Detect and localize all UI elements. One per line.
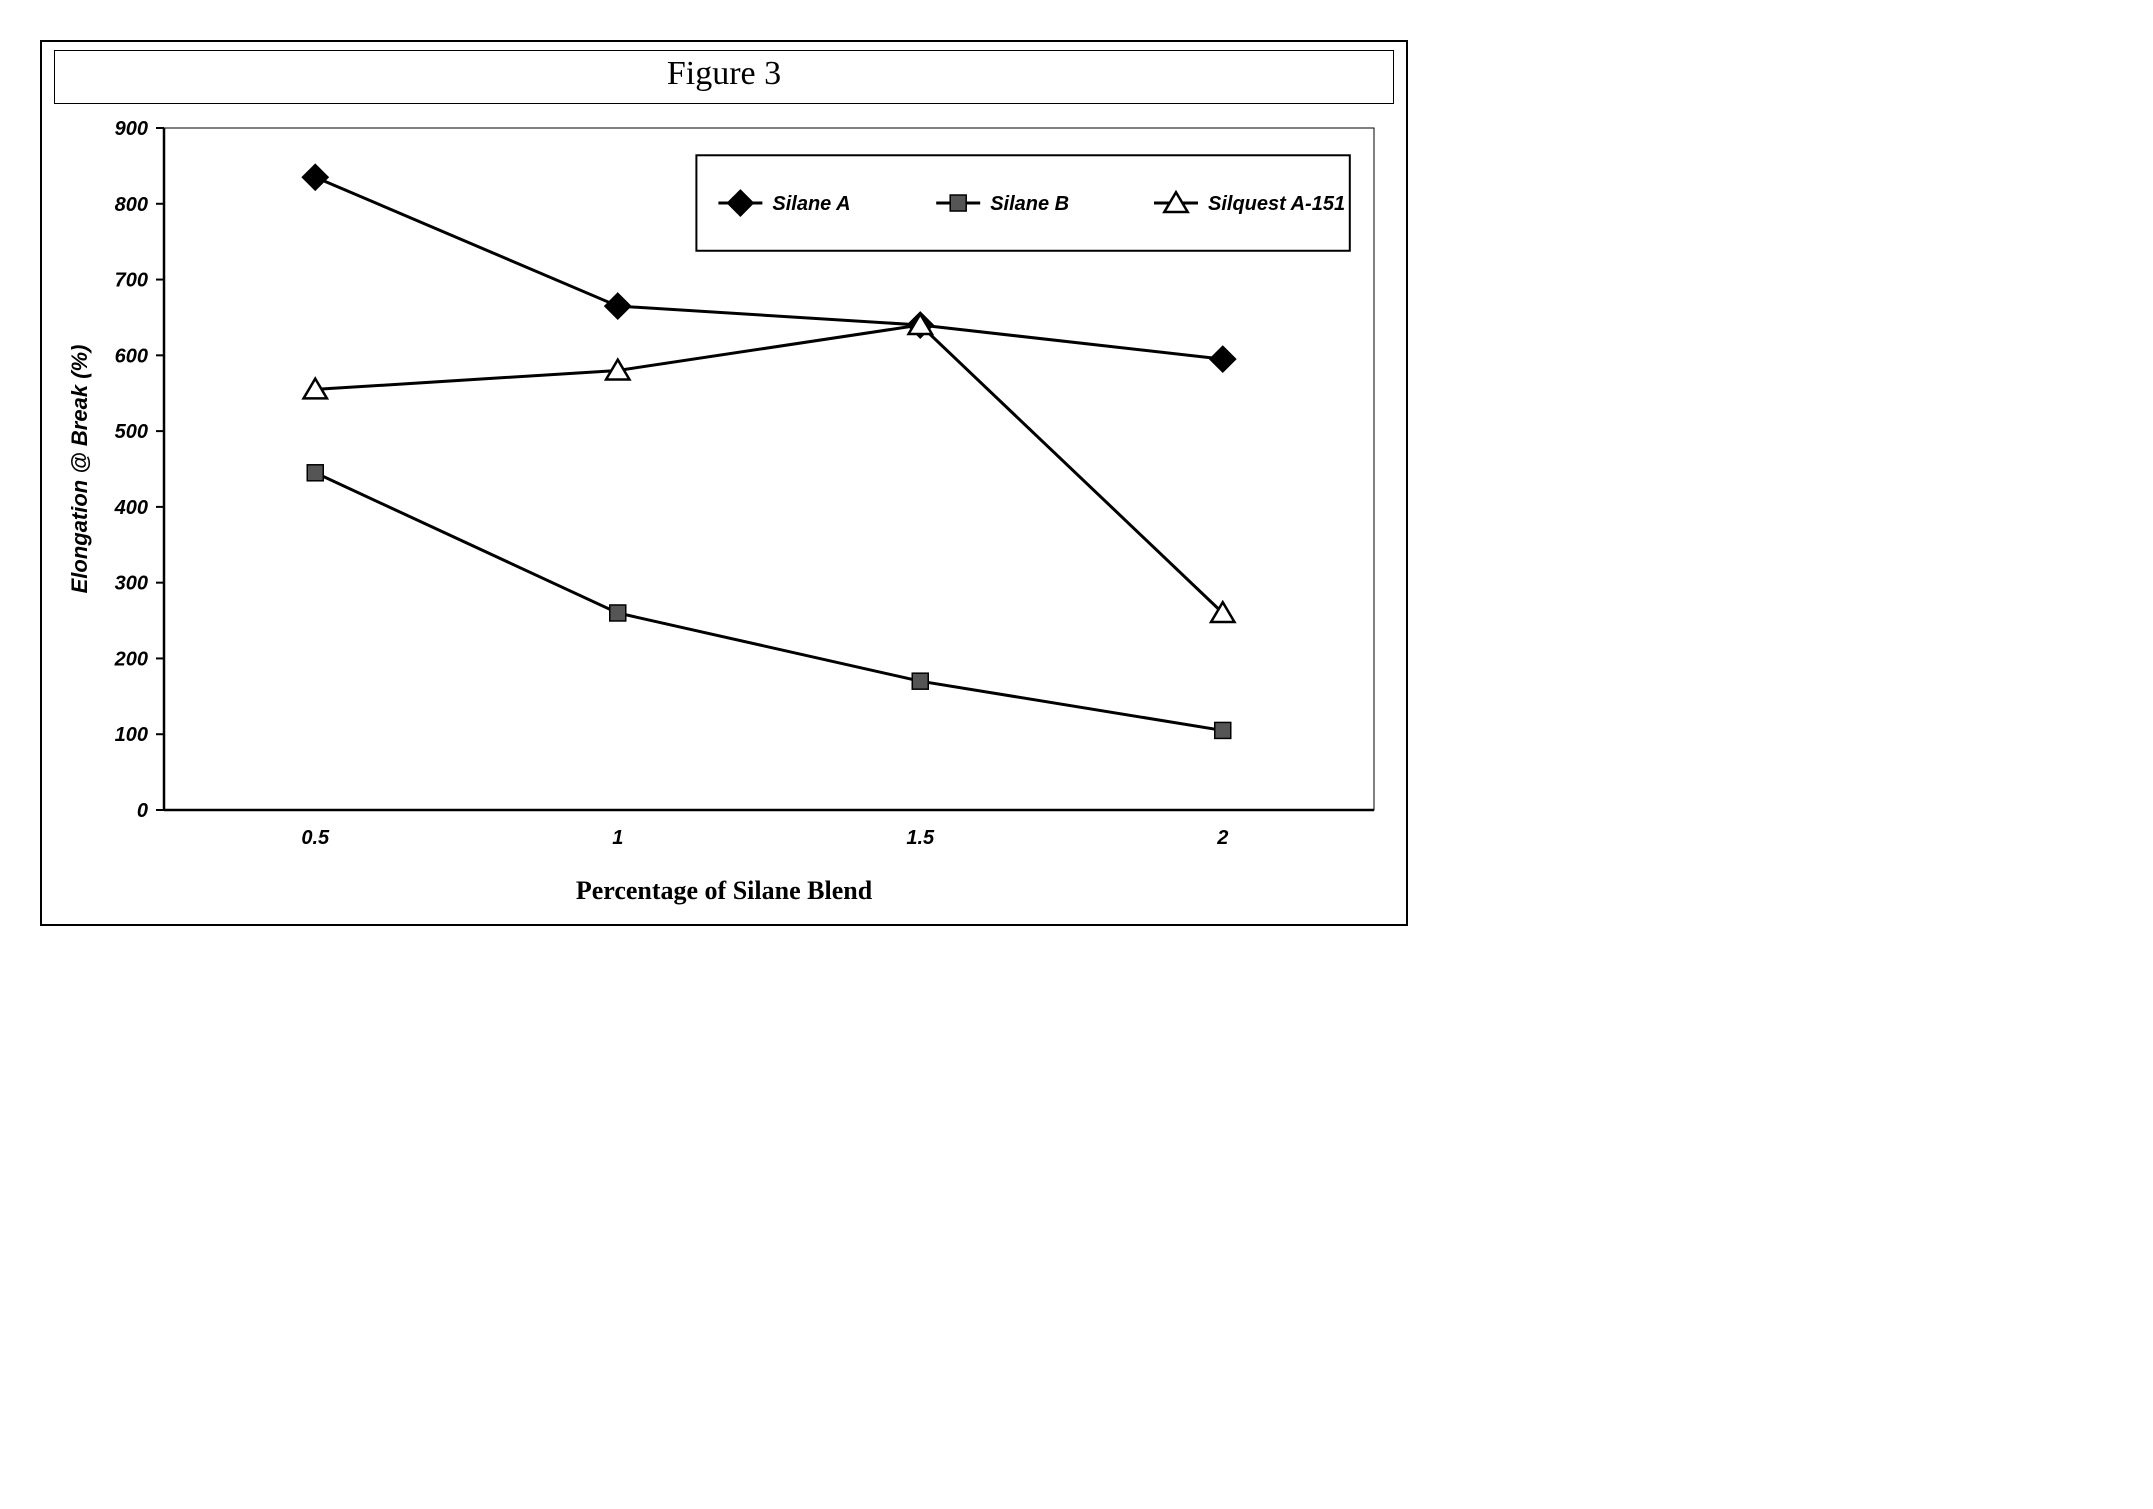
svg-text:Silane A: Silane A [772, 193, 850, 215]
svg-text:900: 900 [115, 118, 148, 140]
svg-text:1: 1 [612, 827, 623, 849]
line-chart-svg: 0 100 200 300 400 500 600 700 800 900 0.5 1 1.5 2 Sila… [54, 110, 1394, 870]
svg-text:Silane B: Silane B [990, 193, 1069, 215]
svg-text:800: 800 [115, 194, 148, 216]
figure-title-box: Figure 3 [54, 50, 1394, 104]
chart-area: Elongation @ Break (%) 0 100 200 300 400 500 6… [54, 110, 1394, 906]
svg-text:700: 700 [115, 270, 148, 292]
svg-text:500: 500 [115, 421, 148, 443]
svg-text:600: 600 [115, 345, 148, 367]
figure-frame: Figure 3 Elongation @ Break (%) 0 100 200 3… [40, 40, 1408, 926]
svg-text:300: 300 [115, 573, 148, 595]
svg-text:200: 200 [114, 648, 148, 670]
svg-text:2: 2 [1216, 827, 1228, 849]
y-axis-label: Elongation @ Break (%) [67, 345, 93, 594]
svg-text:400: 400 [114, 497, 148, 519]
x-axis-label: Percentage of Silane Blend [54, 876, 1394, 906]
svg-text:0.5: 0.5 [301, 827, 330, 849]
svg-text:1.5: 1.5 [906, 827, 935, 849]
svg-text:100: 100 [115, 724, 148, 746]
svg-text:0: 0 [137, 800, 148, 822]
svg-text:Silquest A-151: Silquest A-151 [1208, 193, 1345, 215]
figure-title: Figure 3 [667, 55, 781, 92]
